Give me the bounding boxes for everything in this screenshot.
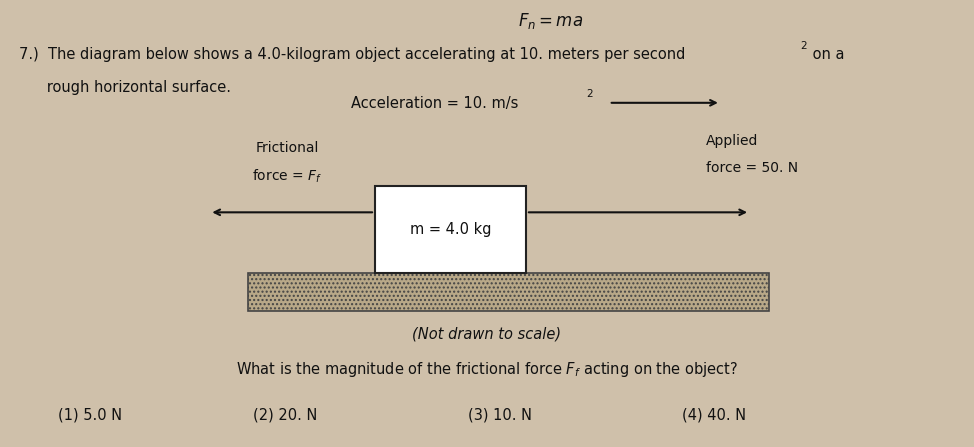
Text: force = $F_f$: force = $F_f$ [252,168,322,185]
Text: (4) 40. N: (4) 40. N [682,407,746,422]
Text: on a: on a [808,47,844,62]
Text: rough horizontal surface.: rough horizontal surface. [19,80,232,96]
Text: $F_n = ma$: $F_n = ma$ [518,11,582,31]
Text: m = 4.0 kg: m = 4.0 kg [410,222,491,236]
Text: force = 50. N: force = 50. N [706,161,799,175]
Bar [248,273,769,311]
Text: Frictional: Frictional [255,141,319,155]
Text: (1) 5.0 N: (1) 5.0 N [58,407,123,422]
Text: (Not drawn to scale): (Not drawn to scale) [412,326,562,342]
Text: Acceleration = 10. m/s: Acceleration = 10. m/s [351,96,518,111]
Text: What is the magnitude of the frictional force $F_f$ acting on the object?: What is the magnitude of the frictional … [236,360,738,379]
Text: 2: 2 [586,89,593,99]
Bar [375,186,526,273]
Text: (2) 20. N: (2) 20. N [253,407,318,422]
Text: 7.)  The diagram below shows a 4.0-kilogram object accelerating at 10. meters pe: 7.) The diagram below shows a 4.0-kilogr… [19,47,686,62]
Text: (3) 10. N: (3) 10. N [468,407,532,422]
Text: 2: 2 [801,41,807,51]
Text: Applied: Applied [706,134,759,148]
